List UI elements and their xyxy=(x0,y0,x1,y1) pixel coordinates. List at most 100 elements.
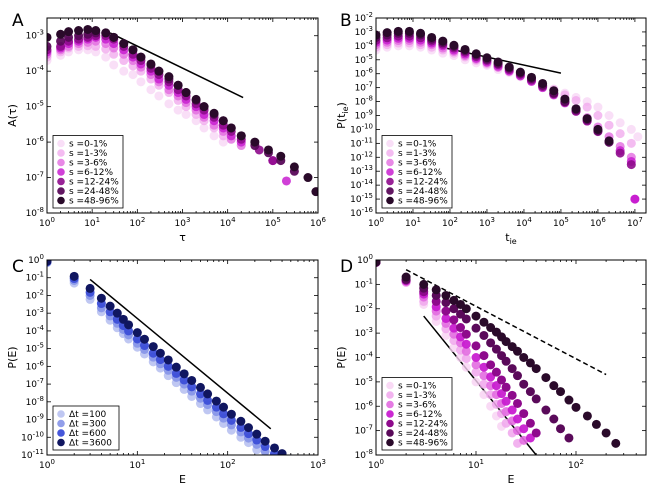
legend-marker xyxy=(57,158,65,167)
y-tick-label: 10-3 xyxy=(355,25,373,38)
data-point xyxy=(288,454,293,455)
panel-label: C xyxy=(12,257,24,277)
y-tick-label: 10-4 xyxy=(355,351,374,364)
legend-entry: s =48-96% xyxy=(398,197,448,207)
y-tick-label: 10-1 xyxy=(355,277,373,290)
y-tick-label: 10-10 xyxy=(350,122,373,135)
legend-entry: s =1-3% xyxy=(398,149,437,159)
data-point xyxy=(479,351,489,361)
x-tick-label: 105 xyxy=(553,216,569,229)
data-point xyxy=(512,371,522,381)
data-point xyxy=(449,315,459,325)
legend-entry: Δt =100 xyxy=(69,410,107,420)
series xyxy=(376,26,614,146)
data-point xyxy=(96,293,106,303)
data-point xyxy=(226,409,236,419)
data-point xyxy=(479,390,489,400)
legend-marker xyxy=(386,429,394,437)
data-point xyxy=(461,339,471,349)
x-tick-label: 101 xyxy=(84,216,100,229)
data-point xyxy=(236,422,246,432)
data-point xyxy=(179,369,189,379)
data-point xyxy=(64,27,74,37)
y-axis-label: P(E) xyxy=(335,346,348,368)
y-tick-label: 10-11 xyxy=(350,136,373,149)
series xyxy=(47,24,318,197)
data-point xyxy=(471,377,481,387)
panel-b: 100 101 102 103 104 105 106 10710-1610-1510-141… xyxy=(335,11,647,246)
x-tick-label: 102 xyxy=(568,458,584,471)
data-point xyxy=(486,360,496,370)
legend-entry: s =24-48% xyxy=(398,429,448,439)
data-point xyxy=(501,382,511,392)
y-tick-label: 10-9 xyxy=(26,413,44,426)
data-point xyxy=(119,56,129,66)
data-point xyxy=(560,94,570,104)
legend-entry: s =1-3% xyxy=(398,391,437,401)
data-point xyxy=(148,342,158,352)
data-point xyxy=(91,26,101,36)
y-tick-label: 10-6 xyxy=(26,135,45,148)
legend: s =0-1%s =1-3%s =3-6%s =6-12%s =12-24%s … xyxy=(381,135,453,209)
data-point xyxy=(611,438,621,448)
y-tick-label: 10-1 xyxy=(26,271,44,284)
data-point xyxy=(564,395,574,405)
data-point xyxy=(549,86,559,96)
y-tick-label: 10-7 xyxy=(355,81,373,94)
y-tick-label: 10-5 xyxy=(26,100,44,113)
legend-marker xyxy=(57,429,65,437)
panel-c: 100 101 102 103 10-11 10-10 10-9 10-8 10-7 10-6 10… xyxy=(6,253,326,486)
y-tick-label: 10-12 xyxy=(350,150,373,163)
y-tick-label: 10-9 xyxy=(355,109,373,122)
data-point xyxy=(163,361,173,371)
data-point xyxy=(112,308,122,318)
panel-label: D xyxy=(340,257,353,277)
y-tick-label: 10-6 xyxy=(26,359,45,372)
data-point xyxy=(173,80,183,90)
data-point xyxy=(615,129,625,139)
data-point xyxy=(593,102,603,112)
data-point xyxy=(195,382,205,392)
legend-marker xyxy=(57,149,65,157)
data-point xyxy=(549,414,559,424)
data-point xyxy=(633,132,643,142)
legend-entry: s =48-96% xyxy=(398,439,448,449)
legend-marker xyxy=(386,187,394,195)
data-point xyxy=(497,375,507,385)
x-tick-label: 105 xyxy=(265,216,281,229)
data-point xyxy=(105,301,115,311)
y-tick-label: 10-8 xyxy=(355,448,373,461)
x-tick-label: 102 xyxy=(129,216,145,229)
data-point xyxy=(270,443,280,453)
data-point xyxy=(507,364,517,374)
data-point xyxy=(531,394,541,404)
legend-entry: s =0-1% xyxy=(69,140,108,150)
data-point xyxy=(497,389,507,399)
data-point xyxy=(376,260,381,267)
x-axis-label: E xyxy=(179,473,186,486)
reference-line xyxy=(405,269,607,376)
data-point xyxy=(209,131,219,141)
data-point xyxy=(461,314,471,324)
data-point xyxy=(203,389,213,399)
data-point xyxy=(615,118,625,128)
data-point xyxy=(626,124,636,134)
data-point xyxy=(154,91,164,101)
legend-marker xyxy=(57,177,65,186)
data-point xyxy=(526,72,536,82)
data-point xyxy=(132,328,142,338)
data-point xyxy=(268,156,278,166)
data-point xyxy=(501,396,511,406)
data-point xyxy=(519,379,529,389)
data-point xyxy=(501,356,511,366)
data-point xyxy=(181,110,191,120)
y-tick-label: 10-2 xyxy=(355,11,373,24)
y-tick-label: 100 xyxy=(357,253,373,266)
data-point xyxy=(109,49,119,59)
legend-entry: s =0-1% xyxy=(398,382,437,392)
data-point xyxy=(119,66,129,76)
legend-marker xyxy=(57,187,65,195)
data-point xyxy=(211,396,221,406)
data-point xyxy=(164,99,174,109)
